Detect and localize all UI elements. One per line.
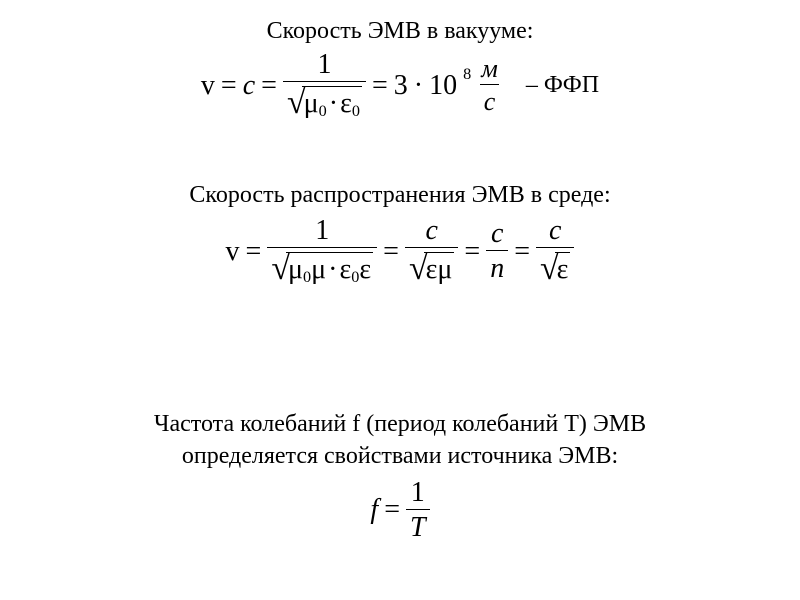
unit-m: м bbox=[477, 56, 502, 84]
frac-c-over-n: c n bbox=[486, 220, 508, 283]
frequency-title: Частота колебаний f (период колебаний T)… bbox=[0, 408, 800, 473]
radical-icon: √ bbox=[540, 252, 559, 286]
sym-f: f bbox=[370, 494, 378, 526]
sym-v: v bbox=[226, 236, 240, 268]
sym-c: c bbox=[421, 217, 441, 247]
radicand: μ0 μ · ε0 ε bbox=[286, 252, 373, 286]
sym-v: v bbox=[201, 70, 215, 102]
sym-equals: = bbox=[261, 70, 277, 102]
frequency-equation: f = 1 T bbox=[0, 479, 800, 542]
sym-n: n bbox=[486, 250, 508, 283]
sub-zero: 0 bbox=[303, 269, 311, 285]
exponent-eight: 8 bbox=[463, 65, 471, 84]
sym-equals: = bbox=[464, 236, 480, 268]
vacuum-speed-block: Скорость ЭМВ в вакууме: v = c = 1 √ μ0 ·… bbox=[0, 18, 800, 120]
frequency-title-line2: определяется свойствами источника ЭМВ: bbox=[182, 443, 618, 469]
radical-icon: √ bbox=[409, 252, 428, 286]
sym-dot: · bbox=[414, 70, 423, 102]
frac-num: 1 bbox=[313, 51, 335, 81]
sub-zero: 0 bbox=[352, 103, 360, 119]
frequency-block: Частота колебаний f (период колебаний T)… bbox=[0, 408, 800, 542]
sym-c: c bbox=[243, 70, 255, 102]
number-ten: 10 bbox=[429, 70, 457, 102]
sqrt-mu0eps0: √ μ0 · ε0 bbox=[287, 86, 362, 120]
radical-icon: √ bbox=[271, 252, 290, 286]
frac-den: √ εμ bbox=[405, 247, 458, 286]
frac-one-over-sqrt-mu0eps0: 1 √ μ0 · ε0 bbox=[283, 51, 366, 120]
sym-equals: = bbox=[372, 70, 388, 102]
sym-c: c bbox=[545, 217, 565, 247]
radical-icon: √ bbox=[287, 86, 306, 120]
frequency-title-line1: Частота колебаний f (период колебаний T)… bbox=[154, 411, 646, 437]
number-three: 3 bbox=[394, 70, 408, 102]
annotation-ffp: – ФФП bbox=[526, 72, 599, 99]
frac-one-over-sqrt-mu0mu-eps0eps: 1 √ μ0 μ · ε0 ε bbox=[267, 217, 377, 286]
medium-speed-equation: v = 1 √ μ0 μ · ε0 ε = c bbox=[0, 217, 800, 286]
sub-zero: 0 bbox=[351, 269, 359, 285]
sym-mu: μ bbox=[288, 256, 303, 284]
vacuum-speed-title: Скорость ЭМВ в вакууме: bbox=[0, 18, 800, 45]
frac-one-over-t: 1 T bbox=[406, 479, 430, 542]
frac-den: √ ε bbox=[536, 247, 574, 286]
sym-equals: = bbox=[221, 70, 237, 102]
sqrt-mu0mu-eps0eps: √ μ0 μ · ε0 ε bbox=[271, 252, 373, 286]
frac-c-over-sqrt-epsmu: c √ εμ bbox=[405, 217, 458, 286]
sqrt-eps: √ ε bbox=[540, 252, 570, 286]
unit-s: с bbox=[480, 84, 500, 115]
frac-num: 1 bbox=[311, 217, 333, 247]
unit-m-per-s: м с bbox=[477, 56, 502, 115]
frac-c-over-sqrt-eps: c √ ε bbox=[536, 217, 574, 286]
sym-eps: ε bbox=[340, 90, 352, 118]
frac-den: √ μ0 μ · ε0 ε bbox=[267, 247, 377, 286]
sym-equals: = bbox=[514, 236, 530, 268]
radicand: μ0 · ε0 bbox=[302, 86, 362, 120]
sym-eps: ε bbox=[340, 256, 352, 284]
sym-equals: = bbox=[383, 236, 399, 268]
sym-c: c bbox=[487, 220, 507, 250]
sym-t: T bbox=[406, 509, 430, 542]
sym-mu: μ bbox=[437, 256, 452, 284]
sqrt-epsmu: √ εμ bbox=[409, 252, 454, 286]
radicand: εμ bbox=[424, 252, 455, 286]
medium-speed-block: Скорость распространения ЭМВ в среде: v … bbox=[0, 182, 800, 286]
sub-zero: 0 bbox=[319, 103, 327, 119]
sym-eps: ε bbox=[359, 256, 371, 284]
sym-dot: · bbox=[327, 90, 340, 118]
sym-dot: · bbox=[326, 256, 339, 284]
frac-den: √ μ0 · ε0 bbox=[283, 81, 366, 120]
sym-mu: μ bbox=[311, 256, 326, 284]
sym-equals: = bbox=[384, 494, 400, 526]
frac-num: 1 bbox=[407, 479, 429, 509]
medium-speed-title: Скорость распространения ЭМВ в среде: bbox=[0, 182, 800, 209]
vacuum-speed-equation: v = c = 1 √ μ0 · ε0 = 3·108 м с – ФФП bbox=[0, 51, 800, 120]
sym-equals: = bbox=[246, 236, 262, 268]
